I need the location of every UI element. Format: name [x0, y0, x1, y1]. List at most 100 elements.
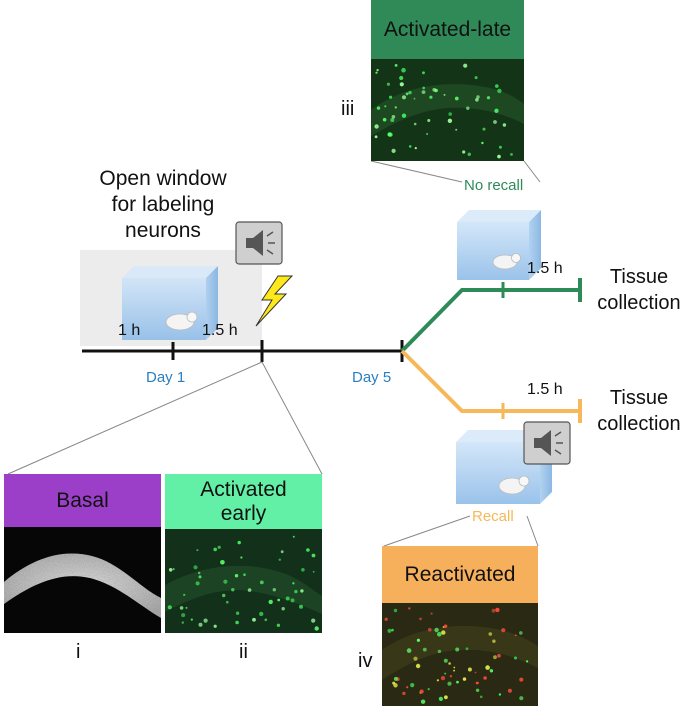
cell-dot — [376, 106, 381, 110]
cell-dot — [223, 579, 228, 584]
cell-dot — [234, 574, 239, 578]
tick-label-1h: 1 h — [118, 322, 141, 339]
cell-dot — [454, 96, 459, 101]
cell-dot — [167, 605, 172, 610]
cell-dot — [492, 639, 496, 643]
day5-label: Day 5 — [352, 369, 392, 386]
cell-dot — [466, 106, 470, 110]
panel-numeral-iii: iii — [341, 98, 355, 120]
cell-dot — [408, 145, 412, 148]
cell-dot — [449, 675, 453, 678]
activated-early-micrograph — [165, 529, 322, 633]
cell-dot — [374, 135, 378, 139]
cell-dot — [294, 589, 298, 594]
cell-dot — [434, 627, 439, 633]
cell-dot — [427, 119, 431, 122]
cell-dot — [311, 553, 316, 558]
cell-dot — [394, 106, 397, 109]
cell-dot — [463, 63, 468, 68]
cell-dot — [406, 648, 412, 653]
cell-dot — [414, 147, 417, 150]
cell-dot — [306, 548, 310, 552]
no-recall-branch — [400, 288, 580, 353]
speaker-icon — [235, 221, 283, 265]
cell-dot — [421, 90, 426, 94]
reactivated-micrograph — [382, 603, 538, 706]
cell-dot — [514, 634, 517, 637]
cell-dot — [481, 141, 484, 145]
cell-dot — [190, 618, 193, 621]
cell-dot — [181, 621, 184, 624]
cell-dot — [278, 558, 281, 561]
cell-dot — [259, 611, 264, 617]
cell-dot — [498, 693, 502, 696]
activated-early-header-line2: early — [220, 501, 267, 525]
cell-dot — [276, 623, 281, 627]
cell-dot — [405, 92, 409, 96]
cell-dot — [475, 98, 479, 102]
cell-dot — [428, 627, 432, 632]
cell-dot — [479, 695, 483, 699]
panel-numeral-iv: iv — [358, 650, 373, 672]
recall-duration: 1.5 h — [527, 381, 563, 398]
cell-dot — [268, 599, 273, 605]
labeling-window-title: Open window for labeling neurons — [80, 166, 246, 244]
cell-dot — [399, 82, 404, 87]
cell-dot — [497, 653, 501, 658]
cell-dot — [401, 113, 407, 118]
cell-dot — [444, 695, 448, 700]
no-recall-endpoint: Tissue collection — [588, 264, 690, 316]
activated-late-header: Activated-late — [371, 0, 524, 59]
cell-dot — [179, 606, 184, 610]
cell-dot — [391, 148, 396, 153]
cell-dot — [408, 607, 411, 610]
cell-dot — [455, 128, 458, 131]
basal-micrograph — [4, 527, 161, 633]
cell-dot — [185, 606, 188, 609]
panel-numeral-i: i — [76, 641, 81, 663]
cell-dot — [467, 667, 472, 672]
cell-dot — [285, 596, 290, 601]
cell-dot — [314, 626, 319, 631]
cell-dot — [401, 95, 407, 100]
panel-numeral-ii: ii — [239, 641, 248, 663]
cell-dot — [483, 676, 487, 680]
no-recall-duration: 1.5 h — [527, 260, 563, 277]
cell-dot — [235, 611, 240, 615]
cell-dot — [510, 153, 513, 156]
labeling-window-line1: Open window — [99, 167, 227, 190]
cell-dot — [384, 617, 388, 621]
cell-dot — [453, 666, 456, 669]
labeling-window-line3: neurons — [125, 219, 201, 242]
cell-dot — [408, 90, 412, 95]
cell-dot — [498, 145, 502, 149]
no-recall-label: No recall — [464, 177, 524, 194]
cell-dot — [493, 120, 497, 124]
cell-dot — [416, 638, 420, 642]
no-recall-endpoint-line1: Tissue — [609, 266, 669, 288]
cell-dot — [393, 683, 398, 688]
cell-dot — [226, 600, 229, 604]
cell-dot — [301, 568, 305, 572]
cell-dot — [495, 607, 500, 613]
cell-dot — [240, 556, 243, 559]
cell-dot — [426, 133, 429, 135]
cell-dot — [198, 575, 202, 579]
cell-dot — [235, 620, 239, 625]
cell-dot — [389, 95, 393, 99]
cell-dot — [501, 629, 504, 632]
cell-dot — [419, 617, 422, 621]
no-recall-endpoint-line2: collection — [597, 292, 681, 314]
recall-label: Recall — [472, 508, 514, 525]
cell-dot — [465, 647, 469, 651]
cell-dot — [436, 679, 439, 682]
recall-endpoint-line2: collection — [597, 413, 681, 435]
cell-dot — [493, 655, 497, 660]
cell-dot — [427, 688, 430, 691]
cell-dot — [406, 686, 409, 689]
cell-dot — [391, 115, 396, 119]
cell-dot — [519, 631, 523, 635]
cell-dot — [222, 593, 226, 598]
cell-dot — [413, 656, 418, 661]
